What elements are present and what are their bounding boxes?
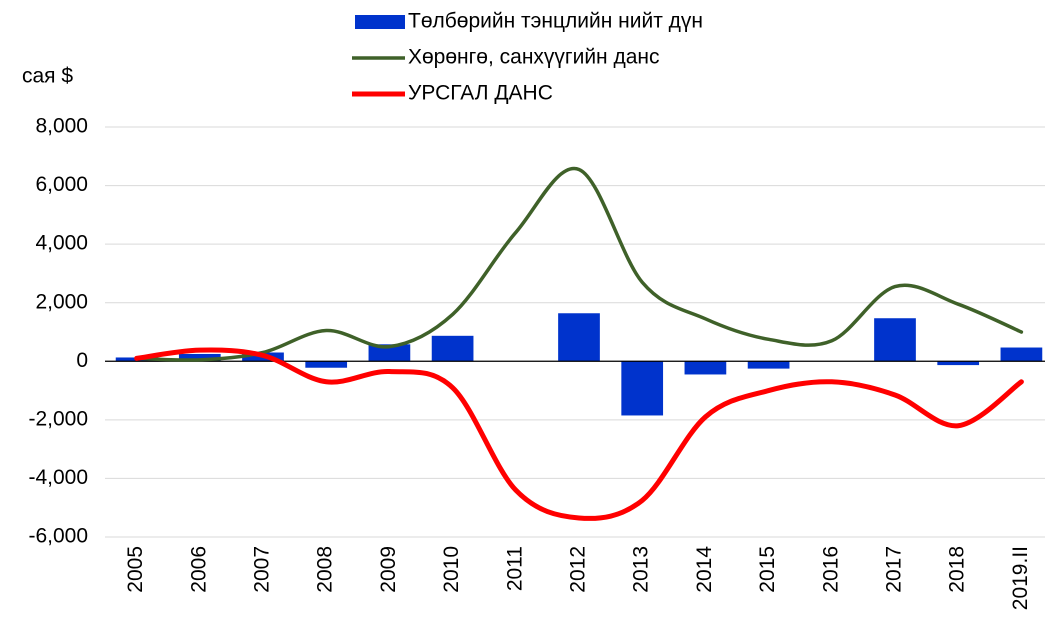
bar [747, 361, 790, 369]
bar [621, 361, 664, 416]
bar [431, 335, 474, 362]
x-tick-label: 2019.II [1009, 546, 1032, 610]
bar [178, 353, 221, 362]
legend-label: Төлбөрийн тэнцлийн нийт дүн [408, 10, 703, 33]
x-tick-label: 2014 [693, 546, 716, 593]
x-tick-label: 2009 [377, 546, 400, 593]
line [134, 347, 1024, 521]
legend-label: Хөрөнгө, санхүүгийн данс [408, 46, 660, 69]
y-tick-label: 2,000 [35, 290, 88, 313]
x-tick-label: 2013 [630, 546, 653, 593]
line [134, 166, 1024, 362]
x-tick-label: 2012 [567, 546, 590, 593]
x-tick-label: 2017 [883, 546, 906, 593]
x-tick-label: 2008 [314, 546, 337, 593]
x-tick-label: 2018 [946, 546, 969, 593]
y-tick-label: 4,000 [35, 232, 88, 255]
y-tick-label: -2,000 [28, 407, 88, 430]
x-tick-label: 2016 [819, 546, 842, 593]
y-tick-label: 6,000 [35, 173, 88, 196]
legend-swatch [355, 15, 405, 29]
bar [874, 318, 916, 362]
y-axis-label: сая $ [22, 65, 73, 88]
x-tick-label: 2006 [187, 546, 210, 593]
bar [305, 361, 348, 368]
legend-label: УРСГАЛ ДАНС [408, 82, 553, 105]
bar [558, 313, 600, 362]
x-tick-label: 2007 [251, 546, 274, 593]
x-tick-label: 2011 [503, 546, 526, 591]
bar [368, 344, 411, 362]
bar [937, 361, 980, 366]
bar [684, 361, 727, 375]
y-tick-label: 0 [76, 349, 88, 372]
y-tick-label: -6,000 [28, 525, 88, 548]
bar [1000, 347, 1043, 362]
y-tick-label: 8,000 [35, 115, 88, 138]
x-tick-label: 2010 [440, 546, 463, 593]
y-tick-label: -4,000 [28, 466, 88, 489]
x-tick-label: 2015 [756, 546, 779, 593]
x-tick-label: 2005 [124, 546, 147, 593]
